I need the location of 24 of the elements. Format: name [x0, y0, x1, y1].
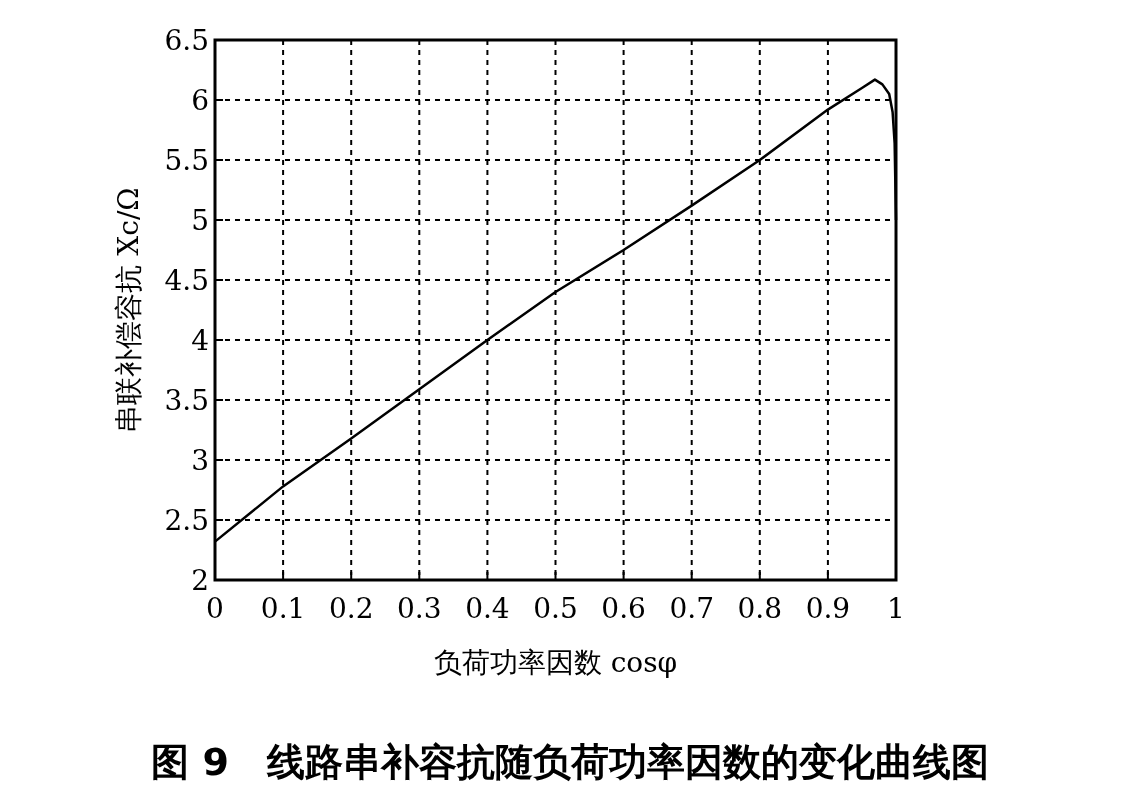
x-tick-label: 0.7 — [669, 592, 714, 625]
x-tick-label: 0.8 — [737, 592, 783, 625]
y-axis-title: 串联补偿容抗 Xc/Ω — [112, 187, 145, 433]
x-tick-label: 0.6 — [601, 592, 646, 625]
x-tick-label: 0.3 — [397, 592, 442, 625]
y-tick-label: 3.5 — [164, 384, 209, 417]
x-tick-label: 0.1 — [260, 592, 306, 625]
x-tick-label: 0.9 — [805, 592, 851, 625]
y-tick-label: 2 — [191, 564, 209, 597]
y-tick-label: 5.5 — [164, 144, 209, 177]
y-tick-label: 6 — [191, 84, 209, 117]
x-tick-label: 1 — [887, 592, 905, 625]
x-axis-title: 负荷功率因数 cosφ — [433, 646, 678, 679]
y-tick-label: 4.5 — [164, 264, 209, 297]
text: 图 9 线路串补容抗随负荷功率因数的变化曲线图 — [151, 740, 989, 784]
y-tick-label: 3 — [191, 444, 209, 477]
y-tick-label: 5 — [191, 204, 209, 237]
x-tick-label: 0.5 — [533, 592, 578, 625]
y-tick-label: 2.5 — [164, 504, 209, 537]
x-tick-label: 0.4 — [465, 592, 510, 625]
y-tick-label: 4 — [191, 324, 209, 357]
x-tick-label: 0 — [206, 592, 224, 625]
y-tick-label: 6.5 — [164, 24, 209, 57]
x-tick-label: 0.2 — [328, 592, 374, 625]
